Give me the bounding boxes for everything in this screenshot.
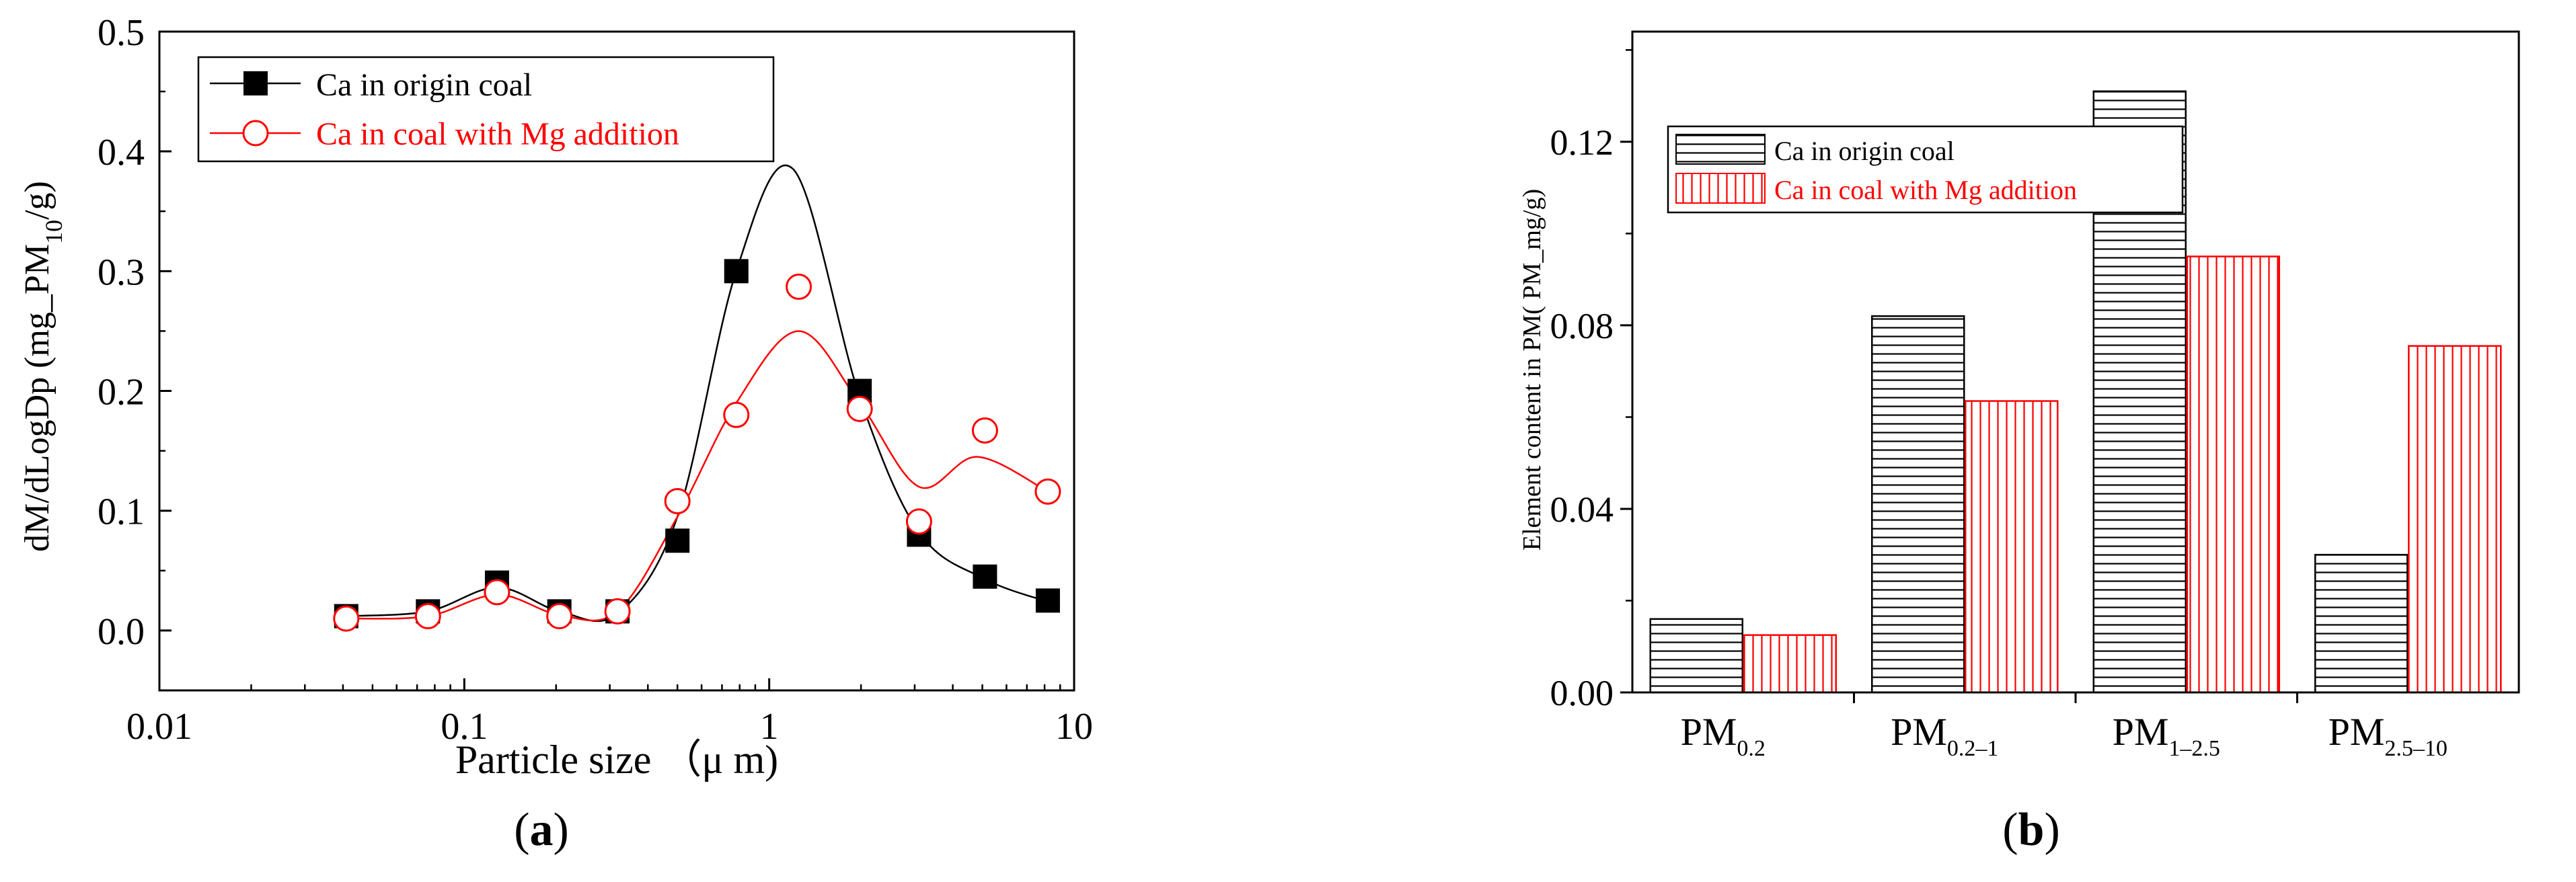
data-point-circle <box>546 603 573 630</box>
y-tick-label: 0.12 <box>1550 122 1614 163</box>
data-point-circle <box>1034 478 1061 505</box>
chart-b-ticks <box>1620 49 2298 703</box>
x-category-label: PM0.2 <box>1681 710 1766 761</box>
series-0-fit-line <box>346 164 1049 623</box>
chart-b-tick-labels: PM0.2 PM0.2–1 PM1–2.5 PM2.5–10 0.00 0.04 0.08 0… <box>1550 122 2448 761</box>
data-point-circle <box>971 417 998 444</box>
chart-b-legend-mg: Ca in coal with Mg addition <box>1774 175 2077 205</box>
x-tick-label: 0.01 <box>126 706 192 748</box>
data-point-circle <box>664 487 691 514</box>
bar-mg <box>2408 345 2502 694</box>
data-point-circle <box>333 605 360 632</box>
panel-a-caption: (a) <box>514 804 569 856</box>
chart-b-y-axis-label: Element content in PM( PM_mg/g) <box>1518 189 1546 551</box>
series-1-fit-line <box>346 330 1049 622</box>
x-category-label: PM0.2–1 <box>1891 710 1998 761</box>
chart-a-legend-mg: Ca in coal with Mg addition <box>316 116 679 152</box>
chart-a-legend-origin: Ca in origin coal <box>316 67 532 103</box>
x-category-label: PM2.5–10 <box>2328 710 2448 761</box>
data-point-circle <box>723 401 750 428</box>
bar-origin <box>1649 618 1743 694</box>
y-tick-label: 0.1 <box>98 491 145 533</box>
y-tick-label: 0.4 <box>98 132 145 173</box>
chart-b-legend: Ca in origin coal Ca in coal with Mg add… <box>1667 125 2184 214</box>
data-point-circle <box>905 508 932 535</box>
data-point-square <box>724 259 749 284</box>
bar-origin <box>2314 553 2409 694</box>
data-point-circle <box>604 598 631 625</box>
chart-a-x-axis-label: Particle size （μ m) <box>455 737 778 782</box>
legend-horizontal-hatch-swatch <box>1675 134 1766 165</box>
bar-origin <box>1871 315 1965 694</box>
y-tick-label: 0.5 <box>98 12 145 54</box>
chart-a-fit-curves <box>346 164 1049 623</box>
y-tick-label: 0.2 <box>98 372 145 413</box>
chart-b-legend-origin: Ca in origin coal <box>1774 136 1955 166</box>
legend-vertical-hatch-swatch <box>1675 173 1766 204</box>
chart-a-data-points <box>333 259 1061 632</box>
data-point-circle <box>414 603 441 630</box>
chart-b-frame <box>1631 30 2520 694</box>
chart-a-line-plot: 0.01 0.1 1 10 0.0 0.1 0.2 0.3 0.4 0.5 Particle si… <box>18 12 1093 782</box>
bar-mg <box>1743 634 1837 694</box>
data-point-square <box>973 564 997 589</box>
chart-a-frame <box>158 30 1075 692</box>
y-tick-label: 0.04 <box>1550 489 1614 530</box>
x-tick-label: 10 <box>1055 706 1093 748</box>
x-tick-label: 1 <box>760 706 779 748</box>
y-tick-label: 0.0 <box>98 611 145 653</box>
data-point-circle <box>786 274 812 300</box>
chart-a-tick-labels: 0.01 0.1 1 10 0.0 0.1 0.2 0.3 0.4 0.5 <box>98 12 1093 748</box>
chart-a-legend-box <box>197 56 775 163</box>
x-tick-label: 0.1 <box>441 706 488 748</box>
data-point-circle <box>846 395 873 422</box>
y-tick-label: 0.00 <box>1550 673 1614 713</box>
data-point-circle <box>484 579 510 606</box>
data-point-square <box>1035 588 1060 613</box>
bar-mg <box>2186 255 2280 694</box>
legend-square-marker-icon <box>243 71 268 95</box>
data-point-square <box>665 528 690 553</box>
chart-a-legend: Ca in origin coal Ca in coal with Mg add… <box>197 56 775 163</box>
chart-a-y-axis-label: dM/dLogDp (mg_PM10/g) <box>18 181 67 552</box>
bar-mg <box>1965 400 2059 694</box>
y-tick-label: 0.3 <box>98 251 145 293</box>
chart-b-bar-chart: PM0.2 PM0.2–1 PM1–2.5 PM2.5–10 0.00 0.04 0.08 0… <box>1518 30 2520 761</box>
x-category-label: PM1–2.5 <box>2113 710 2220 761</box>
panel-b-caption: (b) <box>2002 804 2060 856</box>
y-tick-label: 0.08 <box>1550 306 1614 346</box>
legend-circle-marker-icon <box>242 120 269 147</box>
